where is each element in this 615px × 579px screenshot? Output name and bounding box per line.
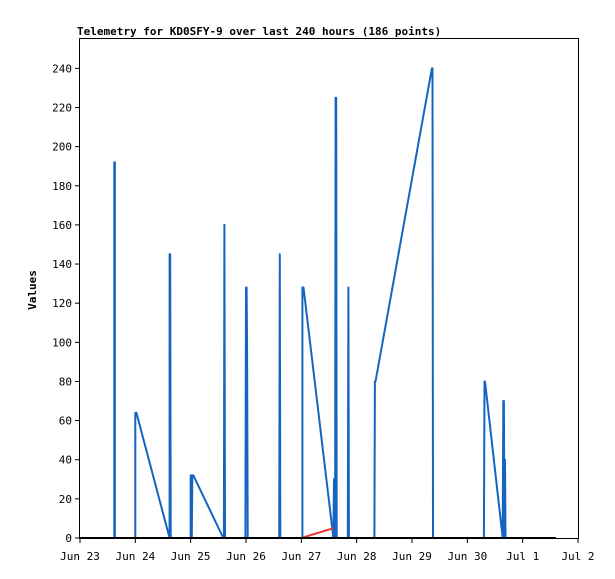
- y-tick-label: 220: [52, 101, 72, 114]
- x-tick-label: Jul 2: [561, 550, 594, 563]
- series-line-1: [301, 527, 334, 539]
- x-axis-ticks: Jun 23 Jun 24 Jun 25 Jun 26 Jun 27 Jun 28 Jun …: [60, 538, 595, 563]
- y-tick-label: 20: [59, 493, 72, 506]
- series-line-0: [80, 67, 556, 539]
- chart-title: Telemetry for KD0SFY-9 over last 240 hou…: [77, 25, 441, 38]
- x-tick-label: Jun 28: [337, 550, 377, 563]
- y-tick-label: 60: [59, 415, 72, 428]
- y-tick-label: 160: [52, 219, 72, 232]
- x-tick-label: Jun 24: [115, 550, 155, 563]
- x-tick-label: Jun 29: [392, 550, 432, 563]
- x-tick-label: Jun 23: [60, 550, 100, 563]
- y-tick-label: 100: [52, 336, 72, 349]
- x-tick-label: Jun 30: [447, 550, 487, 563]
- y-tick-label: 200: [52, 141, 72, 154]
- y-axis-ticks: 0 20 40 60 80 100 120 140 160 180 200 220 240: [52, 62, 80, 545]
- x-tick-label: Jun 25: [171, 550, 211, 563]
- y-tick-label: 180: [52, 180, 72, 193]
- x-tick-label: Jun 26: [226, 550, 266, 563]
- y-tick-label: 40: [59, 454, 72, 467]
- plot-frame: [79, 38, 579, 539]
- y-tick-label: 120: [52, 297, 72, 310]
- y-tick-label: 80: [59, 375, 72, 388]
- y-axis-label: Values: [26, 270, 39, 310]
- y-tick-label: 240: [52, 62, 72, 75]
- y-tick-label: 0: [65, 532, 72, 545]
- x-tick-label: Jun 27: [281, 550, 321, 563]
- data-series: [80, 67, 556, 539]
- x-tick-label: Jul 1: [506, 550, 539, 563]
- y-tick-label: 140: [52, 258, 72, 271]
